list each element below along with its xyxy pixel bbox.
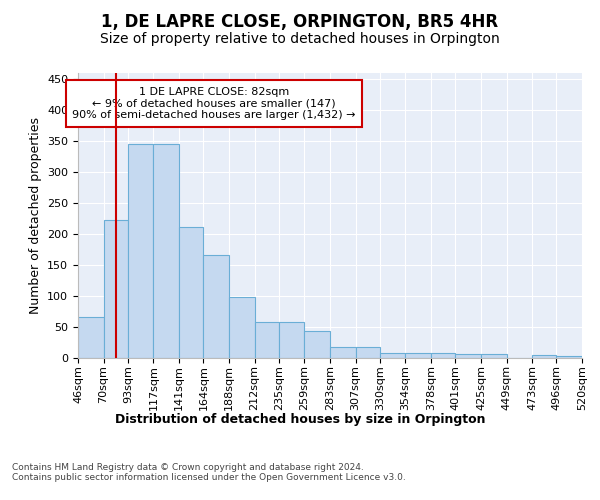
Text: 1, DE LAPRE CLOSE, ORPINGTON, BR5 4HR: 1, DE LAPRE CLOSE, ORPINGTON, BR5 4HR	[101, 12, 499, 30]
Bar	[431, 353, 455, 358]
Bar	[380, 352, 406, 358]
Text: 1 DE LAPRE CLOSE: 82sqm
← 9% of detached houses are smaller (147)
90% of semi-de: 1 DE LAPRE CLOSE: 82sqm ← 9% of detached…	[73, 87, 356, 120]
Bar	[356, 347, 380, 358]
Bar	[406, 352, 431, 358]
Text: Distribution of detached houses by size in Orpington: Distribution of detached houses by size …	[115, 412, 485, 426]
Bar	[104, 220, 128, 358]
Bar	[154, 144, 179, 358]
Bar	[279, 322, 304, 358]
Bar	[254, 322, 279, 358]
Bar	[455, 354, 481, 358]
Bar	[179, 228, 203, 358]
Bar	[203, 256, 229, 358]
Bar	[532, 355, 556, 358]
Bar	[330, 347, 356, 358]
Bar	[78, 317, 104, 358]
Bar	[481, 354, 506, 358]
Bar	[128, 144, 154, 358]
Bar	[229, 297, 254, 358]
Bar	[304, 331, 330, 357]
Text: Contains HM Land Registry data © Crown copyright and database right 2024.
Contai: Contains HM Land Registry data © Crown c…	[12, 462, 406, 482]
Bar	[556, 356, 582, 358]
Text: Size of property relative to detached houses in Orpington: Size of property relative to detached ho…	[100, 32, 500, 46]
Y-axis label: Number of detached properties: Number of detached properties	[29, 116, 41, 314]
